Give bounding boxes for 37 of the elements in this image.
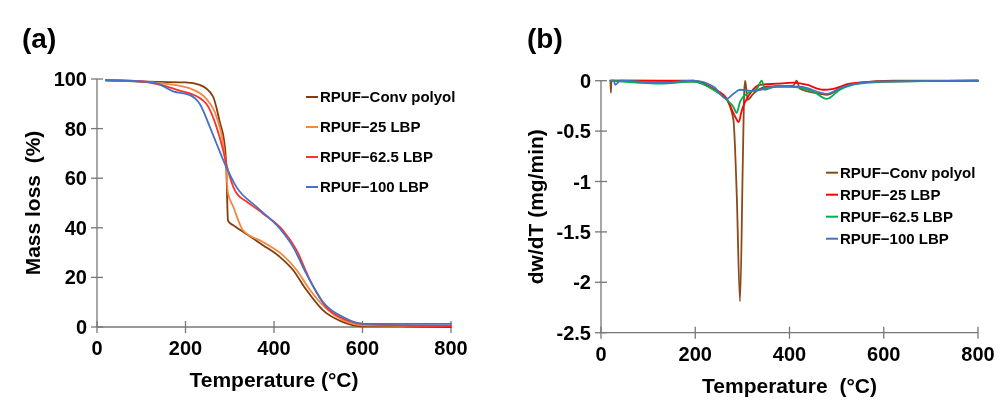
y-tick-label: 20: [64, 266, 87, 289]
x-tick-label: 600: [867, 342, 901, 365]
y-tick-label: 0: [75, 316, 87, 338]
chart-title: (b): [527, 23, 563, 54]
x-tick-label: 800: [434, 337, 468, 359]
legend-label: RPUF−62.5 LBP: [840, 207, 953, 225]
y-tick-label: -1: [573, 170, 591, 193]
x-tick-label: 600: [345, 337, 380, 359]
y-tick-label: 80: [64, 117, 87, 140]
legend-label: RPUF−25 LBP: [320, 118, 421, 135]
x-tick-label: 400: [257, 337, 291, 359]
legend-label: RPUF−62.5 LBP: [320, 148, 433, 165]
chart-title: (a): [22, 23, 57, 54]
x-tick-label: 200: [678, 342, 712, 365]
y-tick-label: 100: [53, 68, 87, 90]
legend-label: RPUF−Conv polyol: [840, 163, 976, 181]
y-axis-title: Mass loss (%): [21, 130, 44, 276]
y-tick-label: 40: [64, 216, 87, 239]
legend-label: RPUF−Conv polyol: [320, 88, 456, 105]
x-tick-label: 0: [91, 337, 103, 359]
y-tick-label: -2: [573, 271, 591, 294]
y-axis-title: dw/dT (mg/min): [524, 129, 547, 285]
legend-label: RPUF−100 LBP: [320, 178, 429, 195]
x-tick-label: 800: [961, 342, 995, 365]
x-tick-label: 200: [168, 337, 203, 359]
line-series: [610, 79, 979, 100]
x-axis-title: Temperature (°C): [702, 373, 877, 397]
y-tick-label: 0: [579, 69, 591, 92]
legend-label: RPUF−100 LBP: [840, 229, 949, 247]
x-axis-title: Temperature (°C): [189, 368, 359, 391]
x-tick-label: 0: [595, 342, 607, 365]
x-tick-label: 400: [772, 342, 807, 365]
legend-label: RPUF−25 LBP: [840, 185, 941, 203]
y-tick-label: -1.5: [556, 220, 591, 243]
y-tick-label: -2.5: [556, 321, 591, 344]
y-tick-label: 60: [64, 167, 87, 190]
y-tick-label: -0.5: [556, 120, 591, 143]
